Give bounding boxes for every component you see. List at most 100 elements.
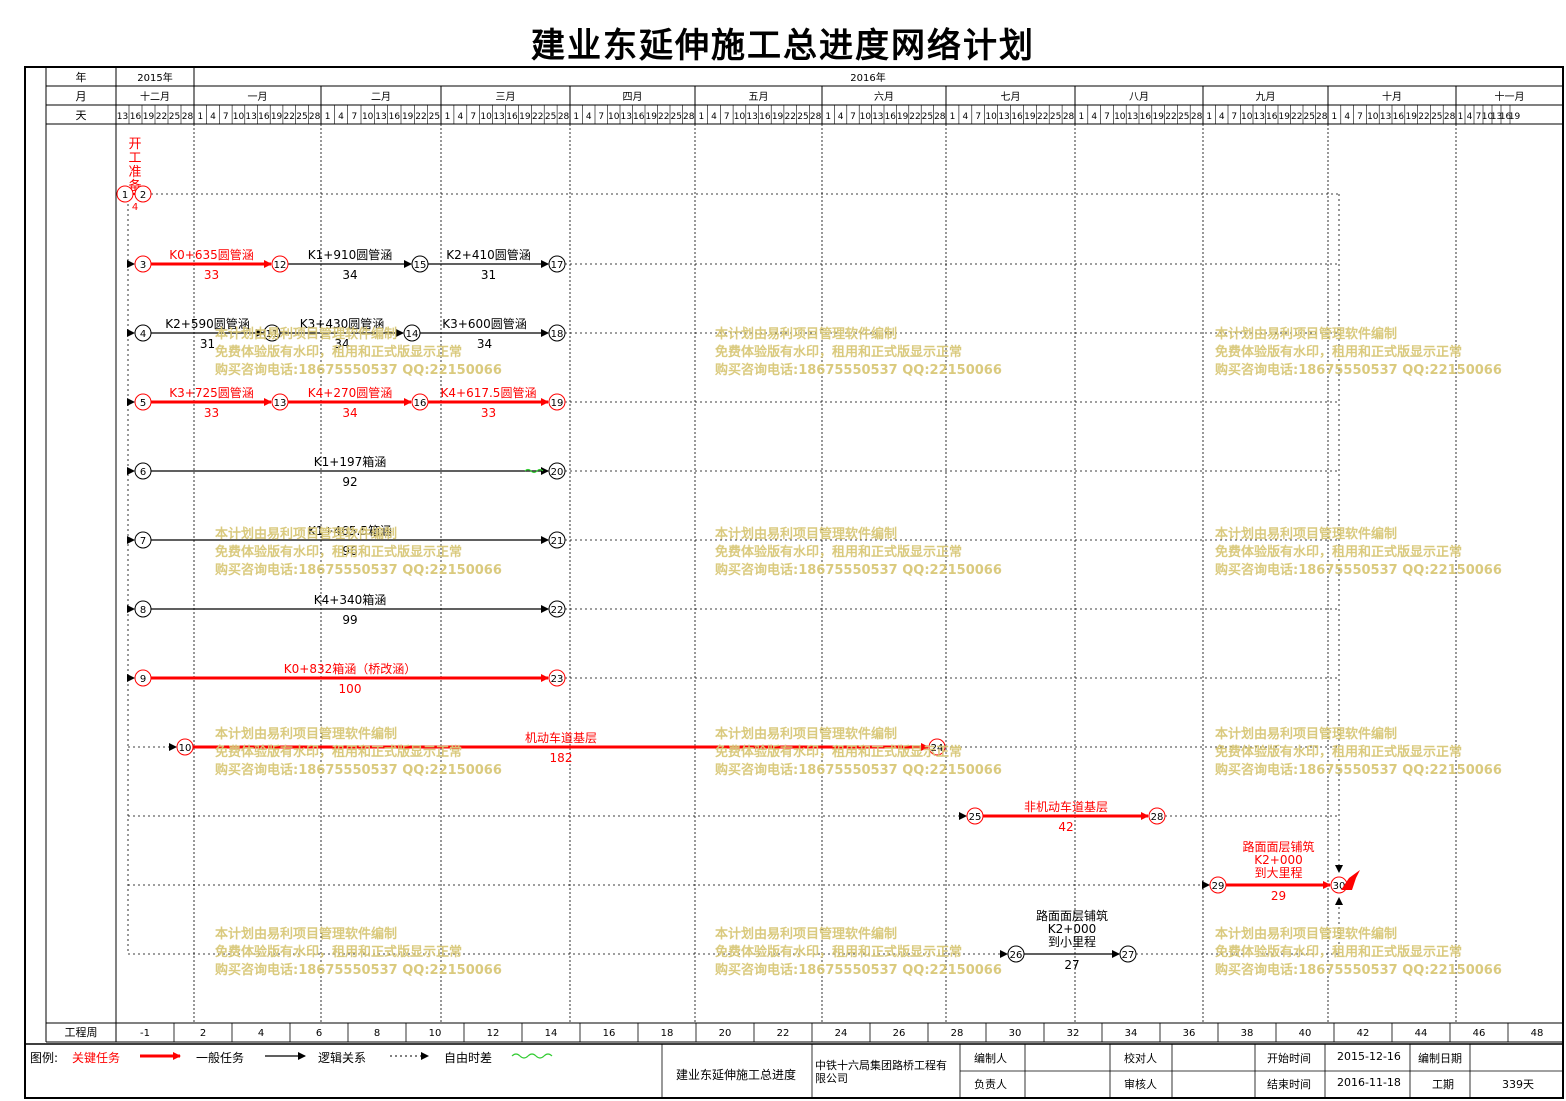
legend-label: 图例: bbox=[30, 1051, 59, 1065]
node-11 bbox=[263, 324, 281, 342]
day-label: 4 bbox=[210, 112, 216, 122]
day-label: 22 bbox=[785, 112, 796, 122]
day-label: 13 bbox=[998, 112, 1009, 122]
node-label-11: 11 bbox=[266, 329, 279, 340]
watermark: 本计划由易利项目管理软件编制 免费体验版有水印，租用和正式版显示正常 购买咨询电话:… bbox=[215, 527, 502, 578]
week-label: -1 bbox=[140, 1028, 150, 1039]
week-label: 42 bbox=[1357, 1028, 1370, 1039]
day-label: 22 bbox=[156, 112, 167, 122]
day-label: 13 bbox=[621, 112, 632, 122]
day-label: 7 bbox=[1104, 112, 1110, 122]
task-label-25: 非机动车道基层 bbox=[1024, 799, 1108, 814]
month-label: 九月 bbox=[1256, 91, 1276, 103]
day-label: 19 bbox=[1279, 112, 1291, 122]
day-label: 10 bbox=[860, 112, 872, 122]
day-label: 7 bbox=[1231, 112, 1237, 122]
day-label: 19 bbox=[1152, 112, 1164, 122]
node-label-24: 24 bbox=[931, 743, 944, 754]
task-label-29-2: K2+000 bbox=[1254, 853, 1302, 867]
day-label: 25 bbox=[1178, 112, 1189, 122]
node-label-30: 30 bbox=[1333, 881, 1346, 892]
duration-value: 339天 bbox=[1502, 1078, 1534, 1091]
day-label: 4 bbox=[457, 112, 463, 122]
day-label: 25 bbox=[169, 112, 180, 122]
week-label: 14 bbox=[545, 1028, 558, 1039]
day-label: 25 bbox=[671, 112, 682, 122]
day-label: 19 bbox=[1405, 112, 1417, 122]
month-label: 三月 bbox=[496, 91, 516, 103]
node-label-1: 1 bbox=[122, 190, 128, 201]
week-label: 8 bbox=[374, 1028, 380, 1039]
week-label: 24 bbox=[835, 1028, 848, 1039]
node-21 bbox=[548, 531, 566, 549]
day-label: 1 bbox=[1332, 112, 1338, 122]
legend-float-wave bbox=[511, 1053, 553, 1059]
day-label: 25 bbox=[922, 112, 933, 122]
task-duration-3: 33 bbox=[204, 268, 219, 282]
node-22 bbox=[548, 600, 566, 618]
week-label: 16 bbox=[603, 1028, 616, 1039]
node-9 bbox=[134, 669, 152, 687]
node-label-7: 7 bbox=[140, 536, 146, 547]
weeks-row-label: 工程周 bbox=[65, 1026, 98, 1039]
day-label: 1 bbox=[325, 112, 331, 122]
task-duration-14: 34 bbox=[477, 337, 492, 351]
node-label-17: 17 bbox=[551, 260, 564, 271]
month-label: 六月 bbox=[874, 91, 894, 103]
watermark: 本计划由易利项目管理软件编制 免费体验版有水印，租用和正式版显示正常 购买咨询电话:… bbox=[715, 927, 1002, 978]
responsible-label: 负责人 bbox=[974, 1078, 1007, 1091]
day-label: 16 bbox=[389, 112, 401, 122]
day-label: 25 bbox=[1304, 112, 1315, 122]
node-label-5: 5 bbox=[140, 398, 146, 409]
task-label-26-2: K2+000 bbox=[1048, 922, 1096, 936]
day-label: 1 bbox=[950, 112, 956, 122]
day-label: 16 bbox=[1140, 112, 1152, 122]
task-label-15: K2+410圆管涵 bbox=[446, 247, 530, 262]
node-label-27: 27 bbox=[1122, 950, 1135, 961]
day-label: 22 bbox=[658, 112, 669, 122]
task-label-6: K1+197箱涵 bbox=[314, 454, 386, 469]
node-label-6: 6 bbox=[140, 467, 146, 478]
node-label-14: 14 bbox=[406, 329, 419, 340]
task-label-29-3: 到大里程 bbox=[1254, 865, 1302, 880]
day-label: 16 bbox=[258, 112, 270, 122]
legend-critical-label: 关键任务 bbox=[72, 1051, 121, 1065]
week-label: 36 bbox=[1183, 1028, 1196, 1039]
day-label: 4 bbox=[1219, 112, 1225, 122]
task-label-7: K1+465.5箱涵 bbox=[308, 523, 392, 538]
legend-general-label: 一般任务 bbox=[196, 1051, 245, 1065]
node-18 bbox=[548, 324, 566, 342]
day-label: 1 bbox=[573, 112, 579, 122]
day-label: 1 bbox=[825, 112, 831, 122]
month-label: 七月 bbox=[1001, 91, 1021, 103]
node-1 bbox=[116, 185, 134, 203]
watermark: 本计划由易利项目管理软件编制 免费体验版有水印，租用和正式版显示正常 购买咨询电话:… bbox=[1215, 527, 1502, 578]
task-label-4: K2+590圆管涵 bbox=[165, 316, 249, 331]
day-label: 16 bbox=[759, 112, 771, 122]
day-label: 22 bbox=[284, 112, 295, 122]
day-label: 22 bbox=[909, 112, 920, 122]
year-label-2016: 2016年 bbox=[850, 71, 885, 84]
chart-title: 建业东延伸施工总进度网络计划 bbox=[531, 26, 1035, 66]
reviewer-label: 审核人 bbox=[1124, 1078, 1157, 1091]
node-7 bbox=[134, 531, 152, 549]
watermark: 本计划由易利项目管理软件编制 免费体验版有水印，租用和正式版显示正常 购买咨询电话:… bbox=[1215, 327, 1502, 378]
day-label: 28 bbox=[1191, 112, 1203, 122]
day-label: 7 bbox=[470, 112, 476, 122]
node-label-21: 21 bbox=[551, 536, 564, 547]
watermark: 本计划由易利项目管理软件编制 免费体验版有水印，租用和正式版显示正常 购买咨询电话:… bbox=[715, 527, 1002, 578]
task-label-13: K4+270圆管涵 bbox=[308, 385, 392, 400]
task-duration-7: 96 bbox=[342, 544, 357, 558]
week-label: 20 bbox=[719, 1028, 732, 1039]
day-label: 28 bbox=[558, 112, 570, 122]
day-label: 10 bbox=[985, 112, 997, 122]
day-label: 19 bbox=[1024, 112, 1036, 122]
node-25 bbox=[966, 807, 984, 825]
day-label: 16 bbox=[1500, 112, 1512, 122]
task-duration-4: 31 bbox=[200, 337, 215, 351]
task-duration-6: 92 bbox=[342, 475, 357, 489]
task-label-5: K3+725圆管涵 bbox=[169, 385, 253, 400]
checker-label: 校对人 bbox=[1124, 1052, 1157, 1065]
node-label-19: 19 bbox=[551, 398, 564, 409]
day-label: 28 bbox=[309, 112, 321, 122]
